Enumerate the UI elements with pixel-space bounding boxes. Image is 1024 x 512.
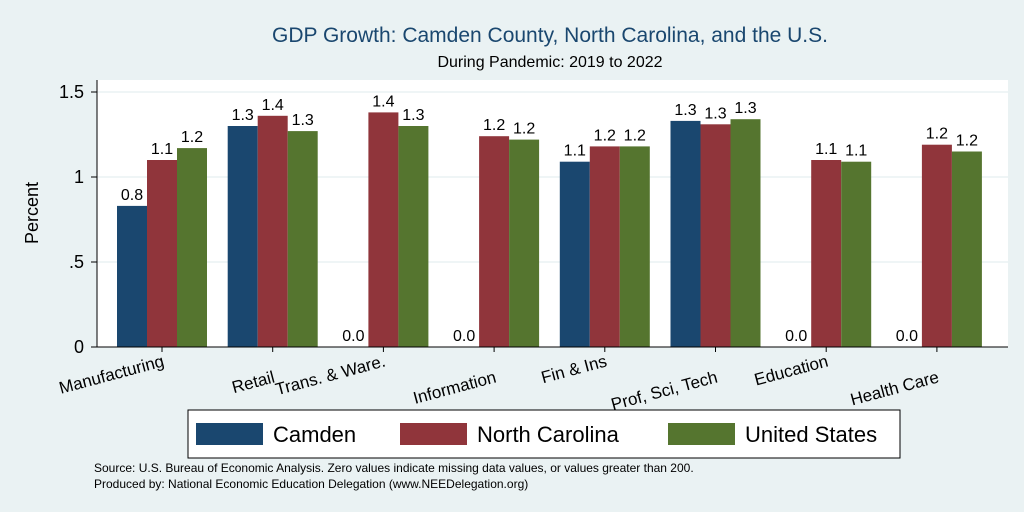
data-label: 1.2: [956, 133, 978, 150]
data-label: 1.1: [815, 141, 837, 158]
data-label: 0.8: [121, 187, 143, 204]
data-label: 1.3: [232, 107, 254, 124]
y-axis-label: Percent: [22, 182, 42, 244]
bar: [619, 146, 650, 347]
x-tick-label: Trans. & Ware.: [273, 352, 387, 400]
y-tick-label: 1.5: [59, 82, 84, 102]
bar: [368, 112, 399, 348]
bar: [589, 146, 620, 347]
data-label: 1.2: [483, 117, 505, 134]
data-label: 1.4: [262, 97, 284, 114]
bar: [479, 136, 510, 347]
data-label: 1.3: [402, 107, 424, 124]
bar: [951, 151, 982, 347]
y-tick-label: 1: [74, 167, 84, 187]
data-label: 1.1: [564, 143, 586, 160]
source-note: Source: U.S. Bureau of Economic Analysis…: [94, 461, 694, 475]
bar: [398, 126, 429, 347]
legend-swatch: [400, 423, 467, 445]
bar: [147, 160, 177, 347]
x-tick-label: Prof, Sci, Tech: [609, 368, 719, 415]
bar: [177, 148, 207, 347]
data-label: 1.1: [151, 141, 173, 158]
bar: [117, 205, 147, 347]
bar: [811, 160, 842, 347]
data-label: 1.2: [926, 126, 948, 143]
chart-subtitle: During Pandemic: 2019 to 2022: [437, 54, 662, 71]
data-label: 0.0: [342, 328, 364, 345]
legend-label: North Carolina: [477, 422, 620, 447]
legend-label: United States: [745, 422, 877, 447]
bar: [841, 161, 872, 347]
legend-swatch: [196, 423, 263, 445]
producer-note: Produced by: National Economic Education…: [94, 477, 528, 491]
x-tick-label: Fin & Ins: [539, 352, 609, 388]
data-label: 1.4: [372, 93, 394, 110]
data-label: 1.2: [594, 127, 616, 144]
data-label: 0.0: [453, 328, 475, 345]
x-tick-label: Information: [411, 368, 498, 408]
x-tick-label: Education: [752, 352, 830, 390]
data-label: 1.3: [734, 100, 756, 117]
y-tick-label: 0: [74, 337, 84, 357]
data-label: 1.3: [292, 112, 314, 129]
bar: [730, 119, 761, 347]
legend-label: Camden: [273, 422, 356, 447]
data-label: 1.3: [674, 102, 696, 119]
x-tick-label: Health Care: [848, 368, 941, 410]
bar: [509, 139, 540, 347]
legend: [187, 409, 901, 459]
data-label: 1.3: [704, 105, 726, 122]
y-tick-label: .5: [69, 252, 84, 272]
data-label: 0.0: [896, 328, 918, 345]
data-label: 1.1: [845, 143, 867, 160]
data-label: 1.2: [624, 127, 646, 144]
chart-title: GDP Growth: Camden County, North Carolin…: [272, 24, 828, 47]
bar: [921, 144, 952, 347]
data-label: 0.0: [785, 328, 807, 345]
bar: [700, 124, 731, 347]
data-label: 1.2: [181, 129, 203, 146]
bar: [257, 115, 288, 347]
legend-swatch: [668, 423, 735, 445]
bar: [287, 131, 318, 347]
x-tick-label: Retail: [230, 368, 277, 398]
x-tick-label: Manufacturing: [57, 352, 166, 398]
bar: [227, 126, 258, 347]
bar: [559, 161, 590, 347]
data-label: 1.2: [513, 121, 535, 138]
bar: [670, 120, 701, 348]
